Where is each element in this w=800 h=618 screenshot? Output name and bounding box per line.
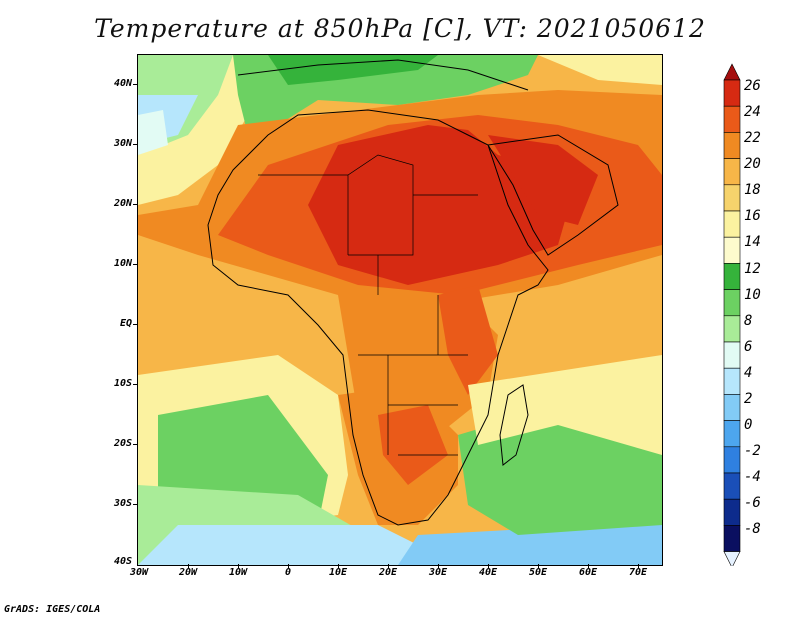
atlantic-pale-field bbox=[138, 110, 168, 155]
temperature-map bbox=[137, 54, 663, 566]
asia-cool-field bbox=[538, 55, 662, 85]
colorbar-label: 2 bbox=[744, 391, 753, 407]
lon-tick bbox=[438, 564, 439, 568]
lat-label-30n: 30N bbox=[113, 138, 132, 149]
lat-label-20n: 20N bbox=[113, 198, 132, 209]
colorbar-label: 14 bbox=[744, 234, 761, 250]
lat-tick bbox=[133, 324, 137, 325]
colorbar-segment bbox=[723, 446, 741, 474]
map-canvas bbox=[138, 55, 662, 565]
lat-label-40n: 40N bbox=[113, 78, 132, 89]
south-ocean-deep-field bbox=[398, 525, 662, 565]
colorbar-segment bbox=[723, 315, 741, 343]
country-borders bbox=[258, 154, 478, 456]
colorbar-segment bbox=[723, 420, 741, 448]
lon-label-20e: 20E bbox=[378, 567, 398, 578]
lon-tick bbox=[288, 564, 289, 568]
arabia-outline bbox=[487, 134, 619, 256]
grads-credit: GrADS: IGES/COLA bbox=[4, 604, 101, 615]
lon-label-20w: 20W bbox=[178, 567, 198, 578]
lon-tick bbox=[388, 564, 389, 568]
lon-label-30w: 30W bbox=[129, 567, 149, 578]
lat-label-20s: 20S bbox=[113, 438, 132, 449]
colorbar-segment bbox=[723, 132, 741, 159]
colorbar-label: -8 bbox=[744, 521, 761, 537]
lat-tick bbox=[133, 204, 137, 205]
colorbar-segment bbox=[723, 79, 741, 107]
colorbar-segment bbox=[723, 525, 741, 552]
colorbar-label: 10 bbox=[744, 287, 761, 303]
colorbar-segment bbox=[723, 472, 741, 500]
colorbar-label: 4 bbox=[744, 365, 753, 381]
lat-tick bbox=[133, 264, 137, 265]
lat-tick bbox=[133, 444, 137, 445]
southern-africa-hot-field bbox=[378, 405, 448, 485]
lon-tick bbox=[188, 564, 189, 568]
colorbar bbox=[723, 63, 741, 566]
africa-outline bbox=[207, 109, 549, 526]
colorbar-label: 18 bbox=[744, 182, 761, 198]
lon-tick bbox=[538, 564, 539, 568]
colorbar-label: -4 bbox=[744, 469, 761, 485]
lat-tick bbox=[133, 504, 137, 505]
colorbar-segment bbox=[723, 498, 741, 526]
colorbar-label: 6 bbox=[744, 339, 753, 355]
colorbar-segment bbox=[723, 289, 741, 317]
colorbar-segment bbox=[723, 263, 741, 290]
chart-title: Temperature at 850hPa [C], VT: 202105061… bbox=[94, 14, 706, 43]
arabia-hottest-field bbox=[488, 135, 598, 225]
lon-tick bbox=[238, 564, 239, 568]
lon-tick bbox=[638, 564, 639, 568]
colorbar-min-triangle bbox=[723, 551, 741, 566]
colorbar-label: 24 bbox=[744, 104, 761, 120]
colorbar-label: 8 bbox=[744, 313, 753, 329]
colorbar-label: 12 bbox=[744, 261, 761, 277]
colorbar-segment bbox=[723, 210, 741, 238]
east-africa-hot-field bbox=[438, 285, 498, 395]
europe-coast bbox=[237, 59, 529, 91]
lon-tick bbox=[488, 564, 489, 568]
colorbar-label: 22 bbox=[744, 130, 761, 146]
lon-label-30e: 30E bbox=[428, 567, 448, 578]
colorbar-label: 20 bbox=[744, 156, 761, 172]
indian-ocean-field bbox=[468, 355, 662, 455]
madagascar-outline bbox=[499, 384, 529, 466]
colorbar-label: -6 bbox=[744, 495, 761, 511]
lon-label-10w: 10W bbox=[228, 567, 248, 578]
colorbar-segment bbox=[723, 184, 741, 212]
lon-label-0: 0 bbox=[284, 567, 292, 578]
lat-label-10n: 10N bbox=[113, 258, 132, 269]
lon-label-50e: 50E bbox=[528, 567, 548, 578]
colorbar-max-triangle bbox=[723, 63, 741, 81]
lon-label-70e: 70E bbox=[628, 567, 648, 578]
lat-label-30s: 30S bbox=[113, 498, 132, 509]
colorbar-segment bbox=[723, 341, 741, 369]
lat-label-eq: EQ bbox=[119, 318, 132, 329]
colorbar-label: 26 bbox=[744, 78, 761, 94]
lat-tick bbox=[133, 84, 137, 85]
lon-tick bbox=[588, 564, 589, 568]
lon-label-60e: 60E bbox=[578, 567, 598, 578]
lat-tick bbox=[133, 144, 137, 145]
lat-tick bbox=[133, 384, 137, 385]
lat-label-10s: 10S bbox=[113, 378, 132, 389]
colorbar-label: 16 bbox=[744, 208, 761, 224]
colorbar-segment bbox=[723, 236, 741, 264]
lat-label-40s: 40S bbox=[113, 556, 132, 567]
colorbar-label: 0 bbox=[744, 417, 753, 433]
europe-field bbox=[268, 55, 438, 85]
colorbar-segment bbox=[723, 105, 741, 133]
colorbar-segment bbox=[723, 367, 741, 395]
lon-label-10e: 10E bbox=[328, 567, 348, 578]
colorbar-segment bbox=[723, 394, 741, 421]
lon-tick bbox=[338, 564, 339, 568]
lon-label-40e: 40E bbox=[478, 567, 498, 578]
colorbar-segment bbox=[723, 158, 741, 186]
colorbar-label: -2 bbox=[744, 443, 761, 459]
